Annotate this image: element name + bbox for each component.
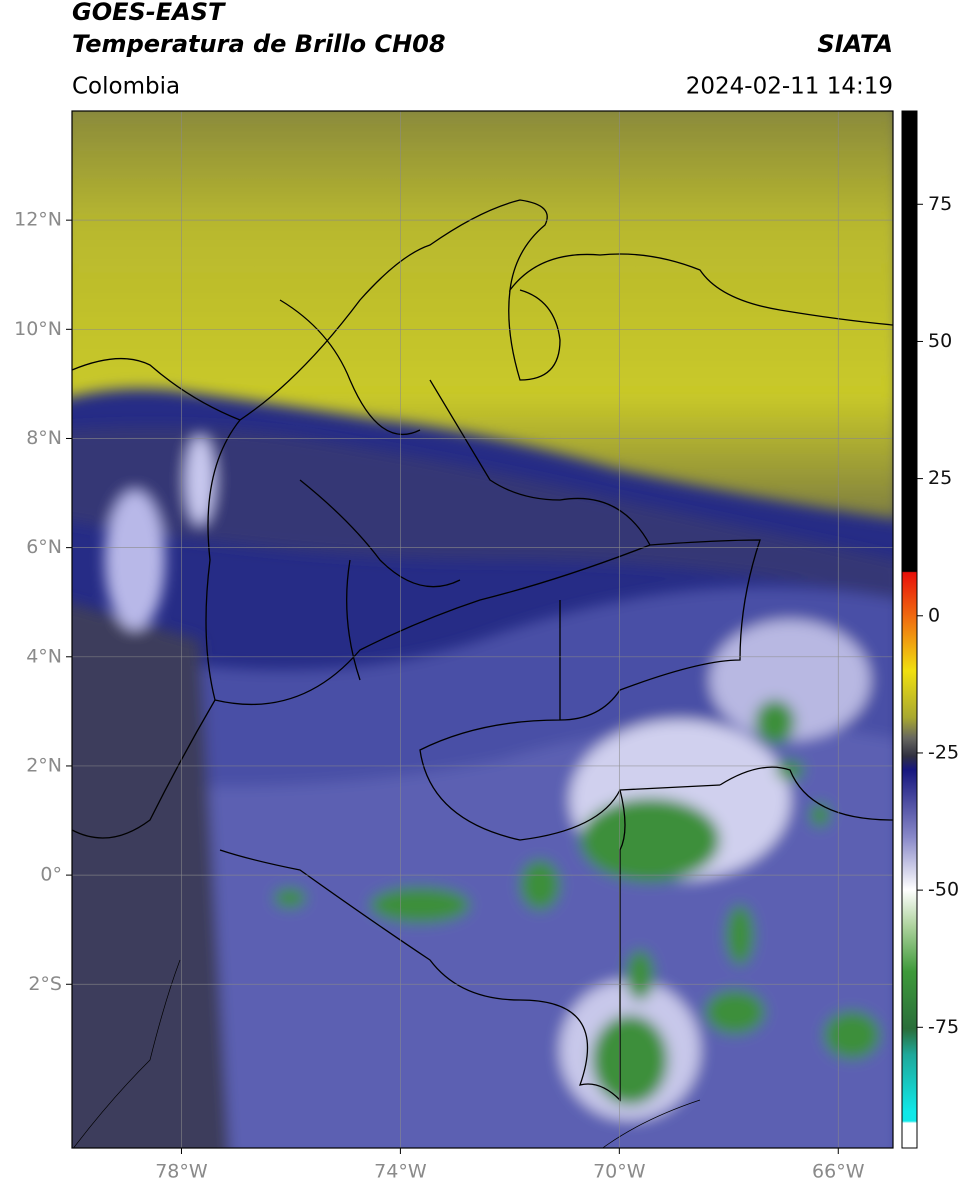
x-tick-label: 70°W	[593, 1161, 646, 1183]
satellite-image	[72, 111, 893, 1148]
y-tick-label: 8°N	[26, 427, 62, 449]
x-tick-label: 66°W	[812, 1161, 865, 1183]
colorbar-tick-label: 75	[928, 193, 952, 215]
y-tick-label: 2°N	[26, 754, 62, 776]
timestamp: 2024-02-11 14:19	[686, 74, 893, 100]
colorbar-tick-label: 0	[928, 604, 940, 626]
map-frame	[71, 110, 894, 1149]
y-tick-label: 4°N	[26, 645, 62, 667]
colorbar-tick-label: 25	[928, 467, 952, 489]
colorbar-tick-label: -25	[928, 741, 959, 763]
y-tick-label: 12°N	[14, 209, 62, 231]
colorbar-tick-label: -75	[928, 1016, 959, 1038]
x-tick-label: 74°W	[374, 1161, 427, 1183]
source: SIATA	[817, 30, 893, 58]
y-tick-label: 2°S	[28, 973, 62, 995]
colorbar-tick-label: 50	[928, 330, 952, 352]
region: Colombia	[72, 74, 180, 100]
title: GOES-EAST	[72, 0, 226, 26]
y-tick-label: 10°N	[14, 318, 62, 340]
colorbar	[901, 110, 918, 1149]
colorbar-tick-label: -50	[928, 879, 959, 901]
subtitle: Temperatura de Brillo CH08	[72, 30, 446, 58]
x-tick-label: 78°W	[155, 1161, 208, 1183]
y-tick-label: 0°	[40, 864, 62, 886]
y-tick-label: 6°N	[26, 536, 62, 558]
